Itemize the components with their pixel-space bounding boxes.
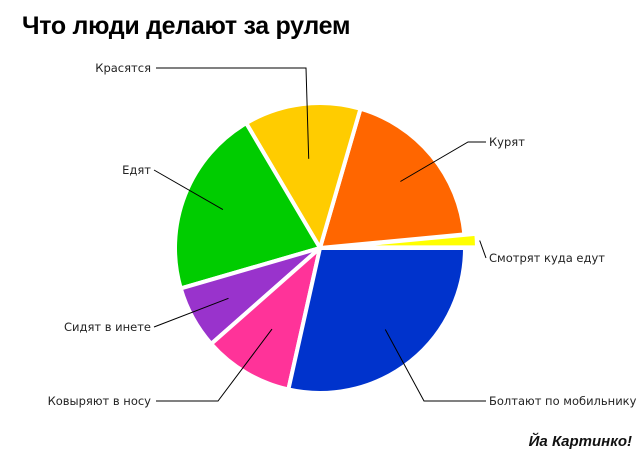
slice-label-7: Болтают по мобильнику [489, 394, 637, 408]
pie-slice-2 [318, 106, 467, 250]
slice-label-6: Ковыряют в носу [48, 394, 152, 408]
leader-line-5 [153, 297, 229, 328]
pie-slices [173, 101, 479, 395]
chart-title: Что люди делают за рулем [22, 12, 351, 40]
slice-label-2: Курят [489, 135, 525, 149]
leader-line-2 [400, 141, 486, 182]
leader-lines [153, 67, 487, 402]
pie-slice-4 [173, 121, 322, 291]
leader-line-3 [156, 67, 310, 159]
leader-line-6 [156, 328, 273, 402]
slice-label-3: Красятся [95, 61, 151, 75]
slice-label-5: Сидят в инете [64, 320, 151, 334]
leader-line-4 [153, 169, 224, 211]
pie-slice-6 [209, 246, 322, 392]
leader-line-1 [479, 240, 487, 259]
pie-slice-3 [244, 101, 363, 250]
watermark: Йа Картинко! [528, 433, 632, 450]
slice-labels: Смотрят куда едут Курят Красятся Едят Сидят … [48, 61, 637, 408]
leader-line-7 [384, 329, 486, 402]
slice-label-1: Смотрят куда едут [489, 251, 605, 265]
slice-label-4: Едят [122, 163, 151, 177]
pie-slice-7 [286, 246, 467, 395]
